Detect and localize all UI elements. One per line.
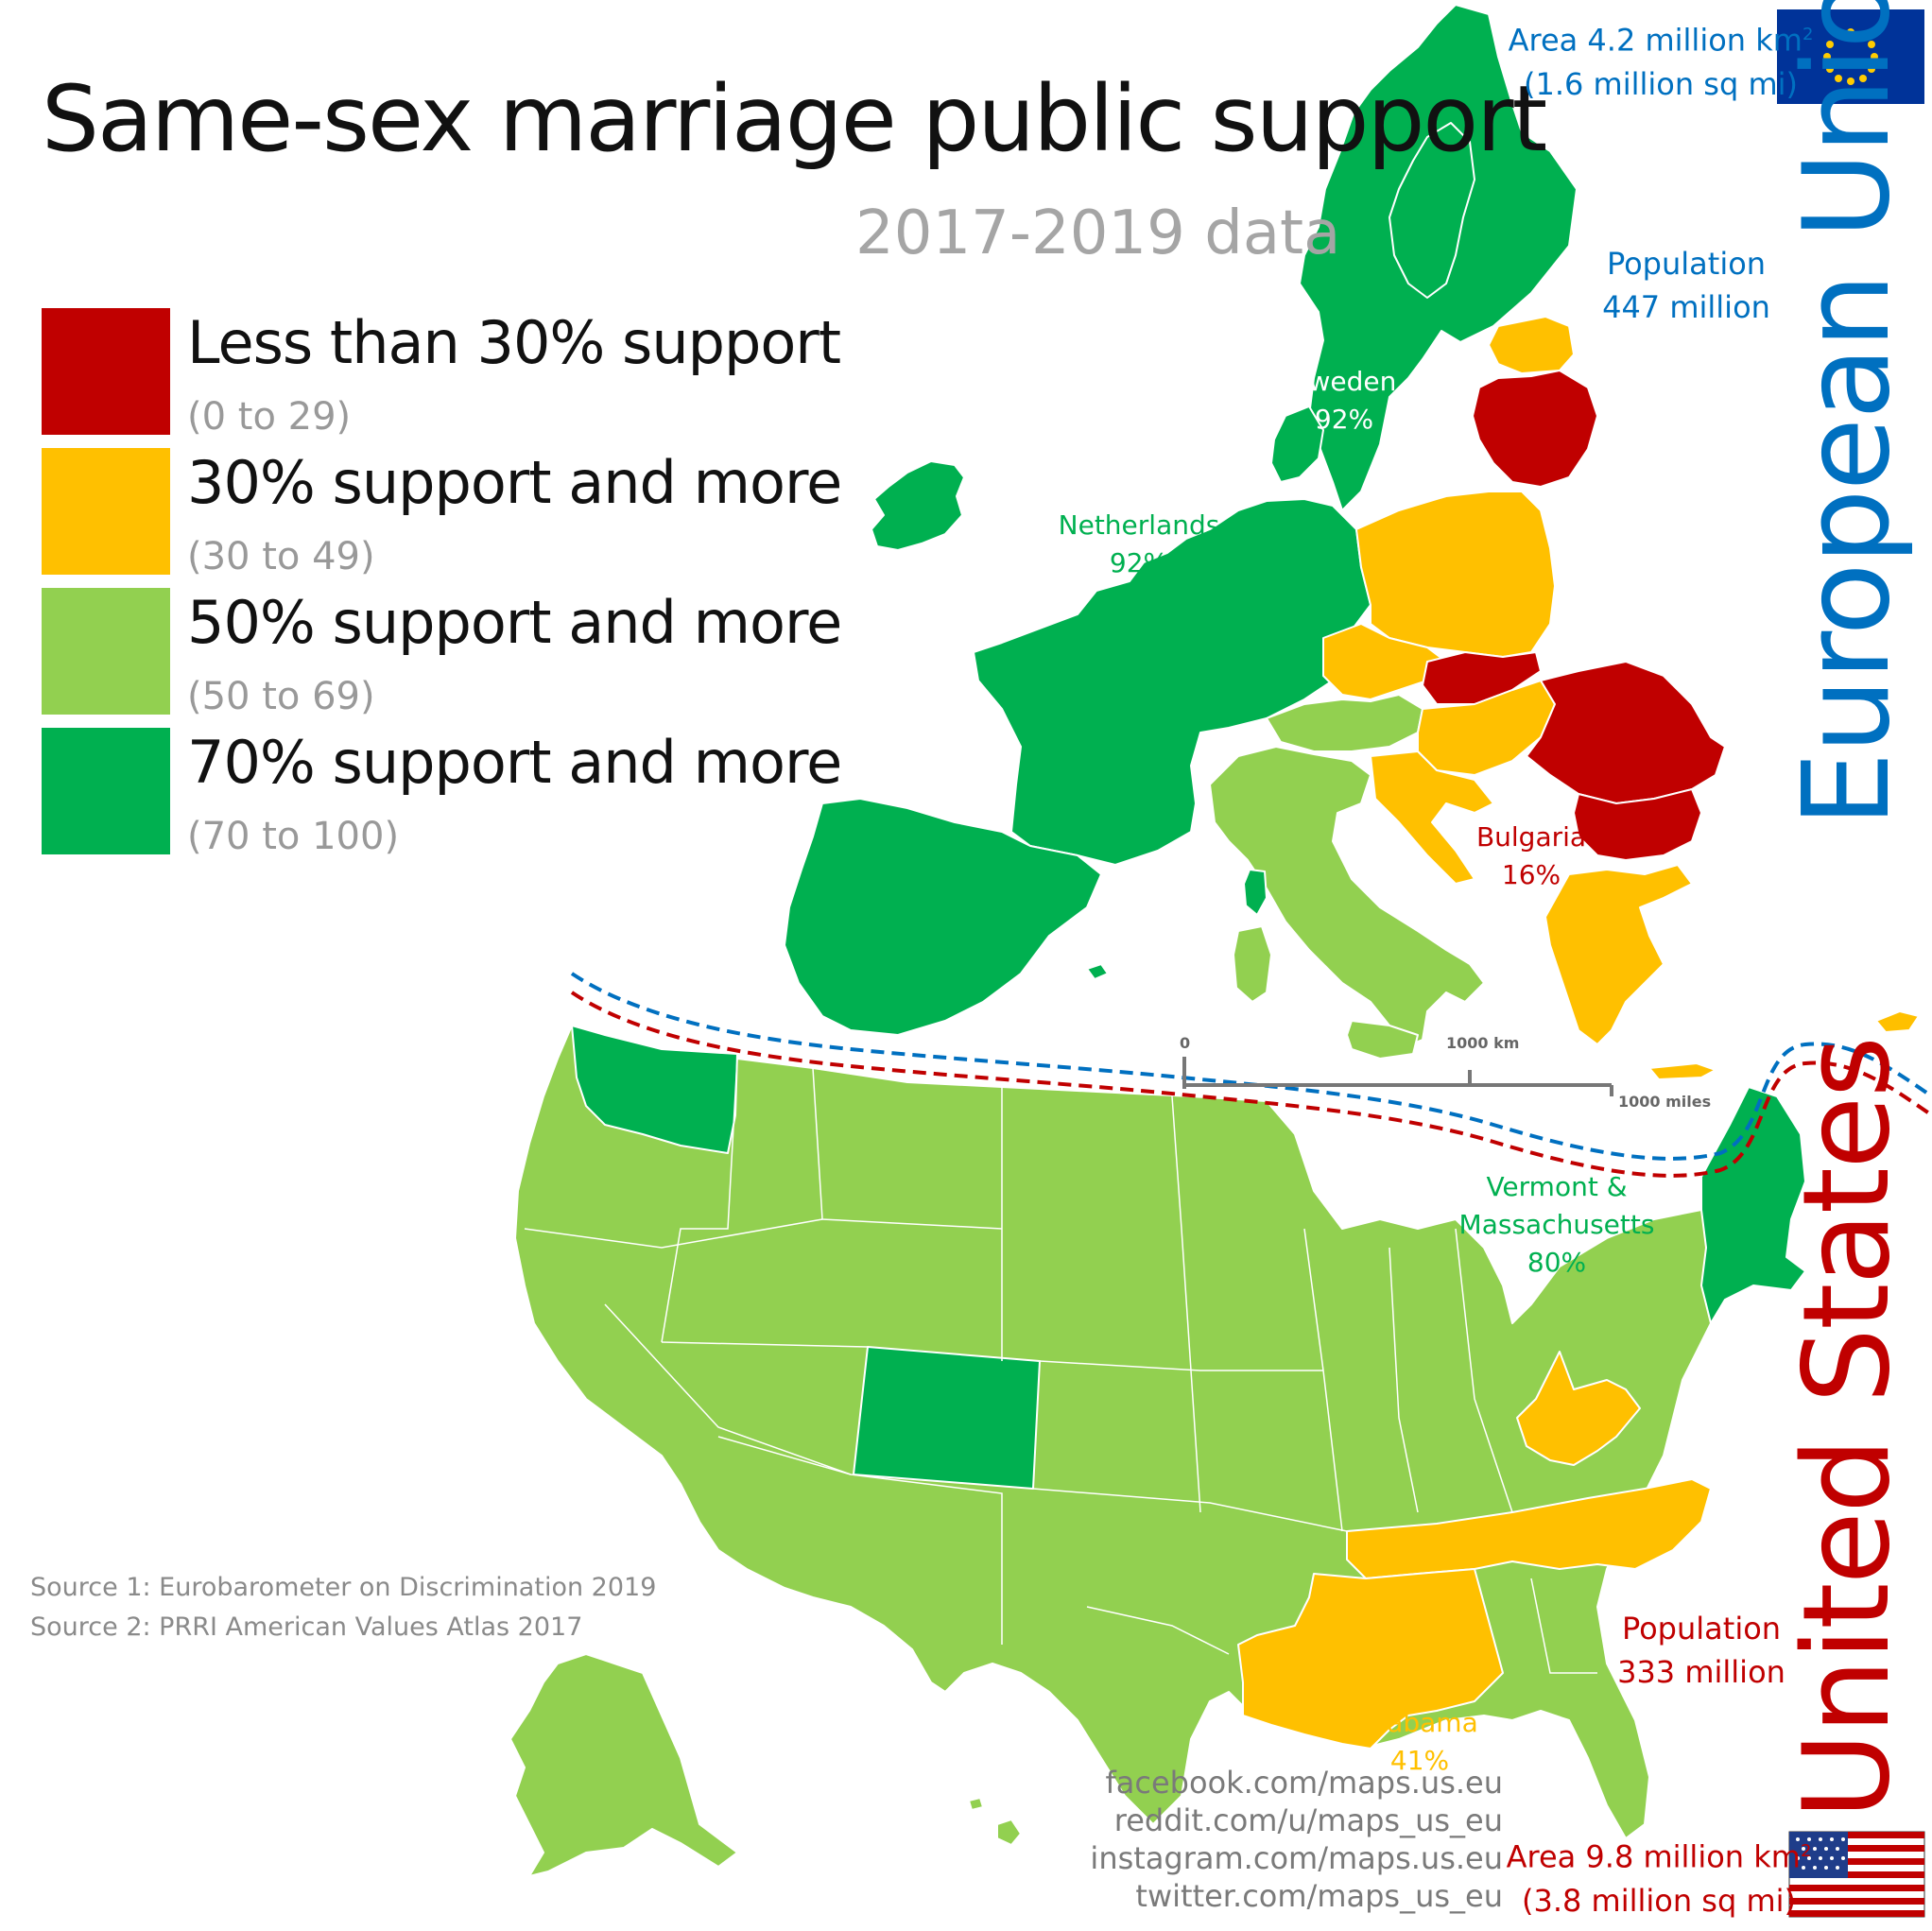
scale-km-label: 1000 km — [1446, 1034, 1520, 1052]
label-netherlands: Netherlands 92% — [1058, 509, 1220, 578]
country-italy — [1209, 746, 1485, 1050]
eu-population-info: Population 447 million — [1602, 246, 1770, 325]
state-borders — [524, 1058, 1597, 1674]
us-area-info: Area 9.8 million km2 (3.8 million sq mi) — [1506, 1838, 1812, 1919]
eu-flag-icon — [1777, 9, 1924, 104]
legend-swatch — [42, 448, 170, 575]
source-2: Source 2: PRRI American Values Atlas 201… — [30, 1612, 583, 1642]
state-new-england — [1700, 1086, 1806, 1324]
country-croatia — [1370, 750, 1494, 885]
legend-range: (50 to 69) — [187, 675, 375, 718]
us-flag-icon — [1788, 1831, 1925, 1918]
legend-label: 30% support and more — [187, 448, 842, 517]
country-baltics — [1472, 370, 1598, 488]
country-sicily — [1346, 1020, 1419, 1060]
country-cyprus — [1875, 1010, 1920, 1033]
usa-map — [509, 1025, 1806, 1877]
country-crete — [1648, 1062, 1716, 1080]
country-estonia — [1488, 316, 1575, 374]
legend-swatch — [42, 588, 170, 715]
eu-area-info: Area 4.2 million km2 (1.6 million sq mi) — [1508, 22, 1814, 102]
state-deep-south — [1237, 1568, 1504, 1750]
legend-swatch — [42, 308, 170, 435]
source-1: Source 1: Eurobarometer on Discriminatio… — [30, 1573, 657, 1602]
us-population-info: Population 333 million — [1617, 1611, 1785, 1690]
region-label-us: United States — [1777, 1037, 1916, 1819]
legend-swatch — [42, 728, 170, 854]
state-colorado — [853, 1346, 1041, 1490]
scale-bar — [1182, 1057, 1613, 1096]
page-subtitle: 2017-2019 data — [855, 198, 1341, 268]
label-bulgaria: Bulgaria 16% — [1475, 821, 1587, 890]
label-alabama: Alabama 41% — [1361, 1707, 1478, 1776]
social-link-instagram[interactable]: instagram.com/maps.us.eu — [1090, 1840, 1503, 1876]
social-link-reddit[interactable]: reddit.com/u/maps_us_eu — [1113, 1802, 1503, 1838]
country-corsica — [1243, 869, 1268, 916]
legend-range: (30 to 49) — [187, 535, 375, 578]
country-sardinia — [1233, 925, 1272, 1003]
scale-miles-label: 1000 miles — [1618, 1093, 1712, 1111]
state-washington — [571, 1025, 738, 1154]
label-sweden: Sweden 92% — [1291, 366, 1397, 435]
country-denmark — [1270, 405, 1324, 483]
legend-range: (0 to 29) — [187, 395, 352, 439]
country-greece — [1544, 864, 1693, 1045]
island-balearic — [1086, 963, 1109, 980]
europe-map — [784, 4, 1920, 1080]
state-west-virginia — [1516, 1351, 1641, 1466]
social-links: facebook.com/maps.us.eu reddit.com/u/map… — [1090, 1764, 1503, 1915]
legend-label: 50% support and more — [187, 588, 842, 657]
country-finland — [1389, 122, 1475, 299]
country-iberia — [784, 798, 1102, 1036]
divider-red-dashed — [570, 991, 1932, 1178]
state-hawaii — [968, 1797, 1022, 1846]
country-romania — [1526, 661, 1726, 804]
legend-label: Less than 30% support — [187, 308, 841, 377]
country-poland — [1355, 491, 1556, 658]
legend-range: (70 to 100) — [187, 815, 400, 858]
region-label-eu: European Union — [1777, 0, 1916, 827]
social-link-facebook[interactable]: facebook.com/maps.us.eu — [1105, 1765, 1503, 1801]
page-title: Same-sex marriage public support — [42, 66, 1547, 172]
country-slovakia — [1422, 651, 1542, 705]
country-hungary — [1417, 680, 1556, 776]
country-ireland — [871, 460, 965, 551]
social-link-twitter[interactable]: twitter.com/maps_us_eu — [1135, 1878, 1503, 1914]
country-bulgaria — [1573, 788, 1702, 861]
divider-blue-dashed — [570, 972, 1932, 1161]
state-alaska — [509, 1653, 738, 1877]
label-vermont-massachusetts: Vermont & Massachusetts 80% — [1458, 1171, 1655, 1278]
legend-label: 70% support and more — [187, 728, 842, 797]
scale-zero-label: 0 — [1180, 1034, 1191, 1052]
